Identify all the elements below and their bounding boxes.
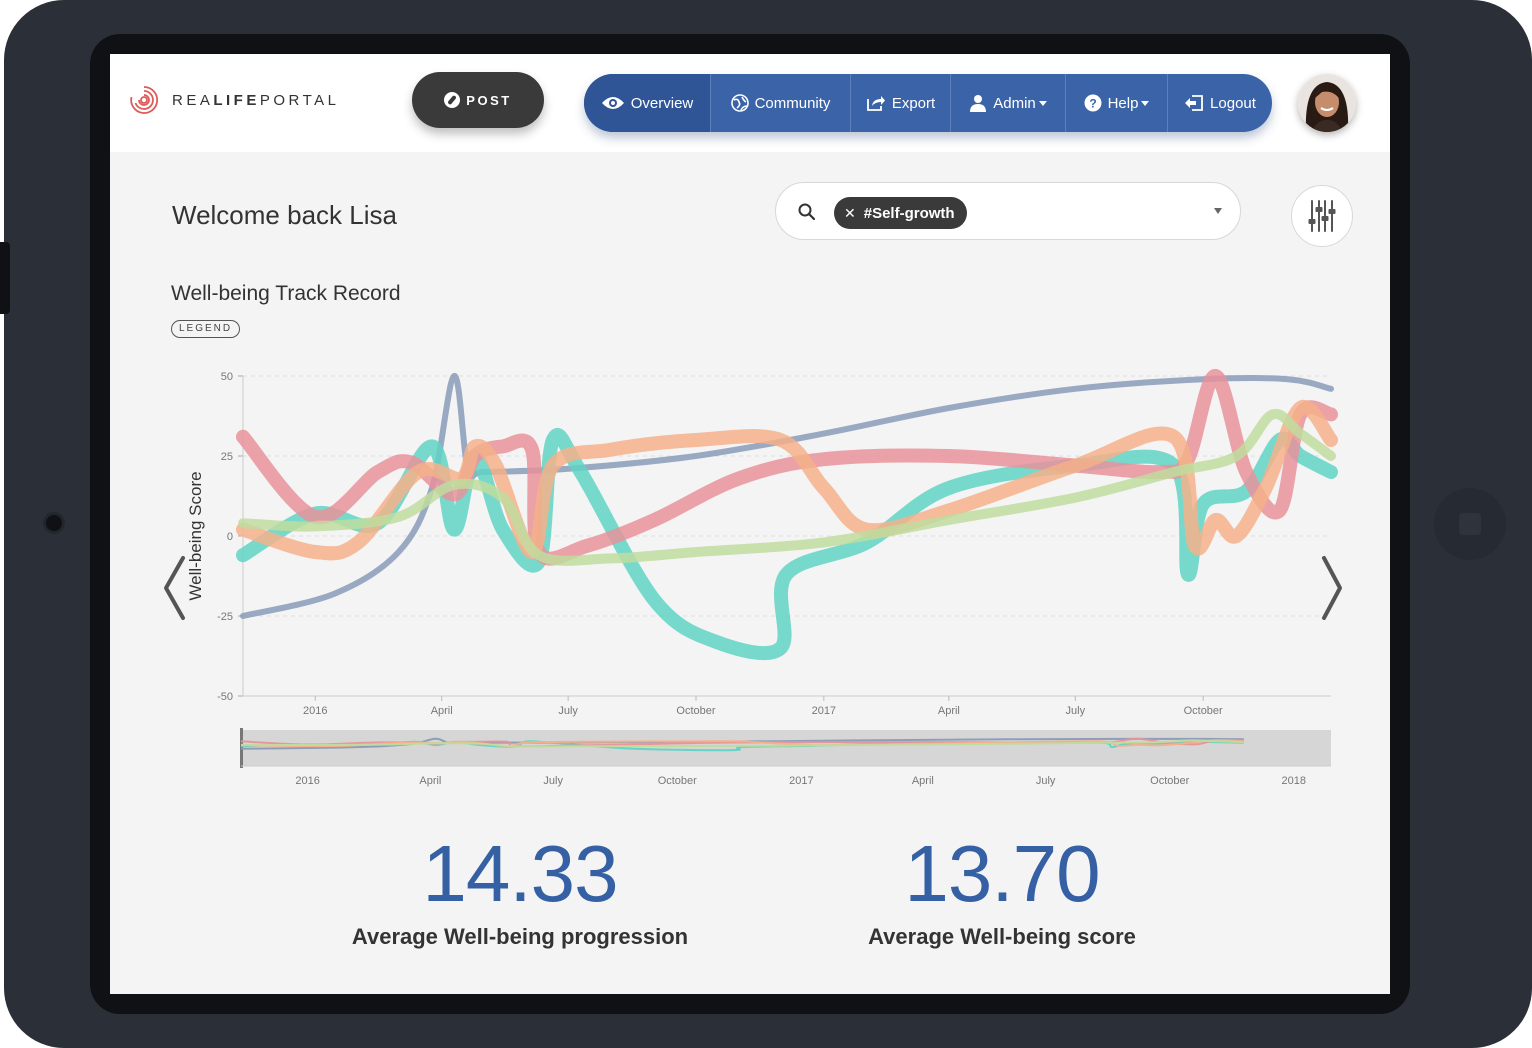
x-tick-label: 2017	[812, 705, 836, 717]
nav-help[interactable]: ? Help	[1065, 74, 1167, 132]
x-tick-label: July	[1066, 705, 1086, 717]
chevron-left-icon[interactable]	[164, 556, 185, 620]
stat-label: Average Well-being score	[868, 924, 1136, 949]
x-tick-label: October	[676, 705, 715, 717]
nav-label: Admin	[993, 94, 1036, 112]
series-line	[236, 399, 1338, 561]
logo-text-bold: LIFE	[213, 91, 260, 109]
chart-series	[236, 368, 1338, 661]
chevron-down-icon	[1141, 100, 1150, 106]
nav-label: Community	[754, 94, 831, 112]
y-tick-label: -50	[217, 691, 233, 703]
navigator-tick-label: October	[1150, 775, 1189, 787]
help-icon: ?	[1084, 94, 1102, 112]
logo-text: REALIFEPORTAL	[172, 92, 339, 109]
top-bar: REALIFEPORTAL POST Overview Community Ex…	[110, 54, 1390, 152]
navigator-tick-label: April	[419, 775, 441, 787]
x-tick-label: July	[558, 705, 578, 717]
chevron-down-icon	[1038, 100, 1047, 106]
post-button[interactable]: POST	[412, 72, 544, 128]
tag-chip[interactable]: ✕ #Self-growth	[834, 197, 967, 229]
export-icon	[866, 96, 885, 111]
y-tick-label: -25	[217, 611, 233, 623]
main-nav: Overview Community Export Admin ? Help L…	[584, 74, 1272, 132]
chevron-down-icon[interactable]	[1214, 208, 1222, 214]
nav-label: Help	[1107, 94, 1139, 112]
tablet-side-button	[0, 242, 10, 314]
logo[interactable]: REALIFEPORTAL	[128, 84, 339, 116]
sliders-icon	[1308, 200, 1336, 232]
filter-button[interactable]	[1291, 185, 1353, 247]
stat-progression: 14.33 Average Well-being progression	[340, 834, 700, 950]
stat-score: 13.70 Average Well-being score	[830, 834, 1174, 950]
x-tick-label: October	[1184, 705, 1223, 717]
chevron-right-icon[interactable]	[1322, 556, 1342, 620]
logout-icon	[1185, 95, 1203, 111]
home-square-icon	[1459, 513, 1481, 535]
wellbeing-chart: 50 25 0 -25 -50 2016 April July October 2017 Apri…	[164, 368, 1342, 787]
navigator-tick-label: 2018	[1282, 775, 1306, 787]
nav-admin[interactable]: Admin	[950, 74, 1065, 132]
navigator-series-line	[240, 739, 1244, 748]
post-button-label: POST	[466, 92, 512, 108]
x-tick-label: April	[431, 705, 453, 717]
nav-label: Logout	[1210, 94, 1256, 112]
navigator-tick-label: October	[658, 775, 697, 787]
y-axis-label: Well-being Score	[186, 471, 205, 600]
navigator-tick-label: July	[1036, 775, 1056, 787]
nav-label: Overview	[630, 94, 694, 112]
welcome-heading: Welcome back Lisa	[172, 200, 397, 230]
x-axis: 2016 April July October 2017 April July October	[303, 696, 1223, 717]
x-tick-label: 2016	[303, 705, 327, 717]
nav-export[interactable]: Export	[850, 74, 950, 132]
globe-icon	[730, 94, 749, 112]
range-navigator[interactable]	[240, 728, 1331, 768]
home-button[interactable]	[1434, 488, 1506, 560]
user-icon	[970, 95, 987, 112]
logo-text-part: REA	[172, 91, 214, 109]
app-screen: REALIFEPORTAL POST Overview Community Ex…	[110, 54, 1390, 994]
nav-label: Export	[891, 94, 936, 112]
series-line	[238, 408, 1336, 566]
search-icon	[798, 203, 816, 221]
nav-logout[interactable]: Logout	[1167, 74, 1272, 132]
navigator-tick-label: July	[543, 775, 563, 787]
tag-chip-label: #Self-growth	[863, 204, 955, 222]
fingerprint-logo-icon	[130, 86, 159, 114]
y-tick-label: 25	[221, 451, 233, 463]
navigator-axis: 2016 April July October 2017 April July October…	[241, 765, 1331, 787]
svg-text:?: ?	[1089, 97, 1096, 111]
series-line	[240, 372, 1334, 619]
nav-community[interactable]: Community	[710, 74, 850, 132]
tag-search-box[interactable]: ✕ #Self-growth	[775, 182, 1241, 240]
navigator-tick-label: 2017	[789, 775, 813, 787]
user-photo	[1298, 74, 1356, 132]
logo-text-part: PORTAL	[259, 91, 340, 109]
navigator-tick-label: April	[912, 775, 934, 787]
stat-value: 14.33	[422, 829, 618, 918]
compass-icon	[444, 92, 461, 108]
camera-icon	[46, 515, 62, 531]
nav-overview[interactable]: Overview	[584, 74, 710, 132]
chart-title: Well-being Track Record	[171, 282, 401, 305]
stat-value: 13.70	[904, 829, 1100, 918]
avatar[interactable]	[1298, 74, 1356, 132]
y-tick-label: 50	[221, 371, 233, 383]
y-axis: 50 25 0 -25 -50	[217, 371, 1331, 703]
eye-icon	[601, 97, 624, 109]
legend-toggle[interactable]: LEGEND	[171, 320, 241, 338]
stat-label: Average Well-being progression	[351, 924, 689, 949]
close-icon[interactable]: ✕	[844, 204, 856, 221]
series-line	[236, 368, 1338, 566]
navigator-background	[241, 730, 1331, 766]
navigator-tick-label: 2016	[295, 775, 319, 787]
y-tick-label: 0	[227, 531, 233, 543]
navigator-series-line	[240, 740, 1244, 752]
x-tick-label: April	[938, 705, 960, 717]
